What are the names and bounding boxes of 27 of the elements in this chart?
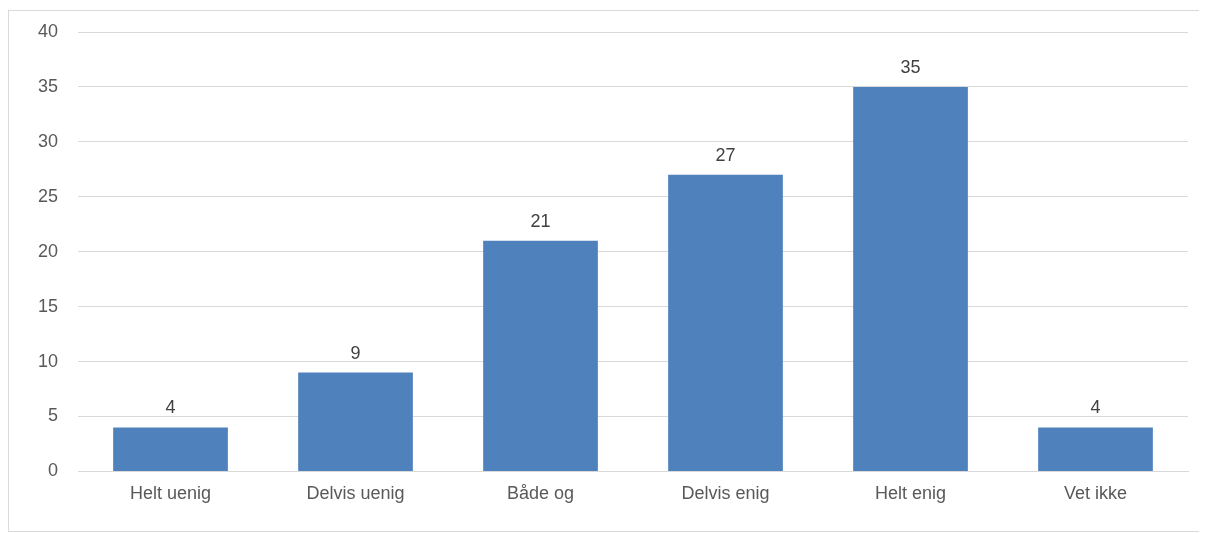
data-label: 9: [350, 342, 361, 363]
data-label: 35: [900, 56, 921, 77]
bar: [853, 86, 968, 471]
x-tick-label: Helt enig: [874, 483, 947, 504]
y-tick-label: 40: [37, 20, 59, 41]
y-tick-label: 0: [48, 460, 59, 481]
y-tick-label: 10: [37, 350, 59, 371]
y-tick-label: 20: [37, 240, 59, 261]
y-tick-label: 35: [37, 75, 59, 96]
data-label: 21: [530, 210, 551, 231]
data-label: 4: [165, 397, 176, 418]
x-tick-label: Både og: [506, 483, 575, 504]
x-tick-label: Delvis uenig: [306, 483, 405, 504]
data-label: 27: [715, 144, 736, 165]
x-tick-label: Delvis enig: [681, 483, 770, 504]
y-tick-label: 15: [37, 295, 59, 316]
bar: [1038, 427, 1153, 471]
x-tick-label: Helt uenig: [129, 483, 212, 504]
y-tick-label: 5: [48, 405, 59, 426]
bar: [298, 372, 413, 471]
bar: [113, 427, 228, 471]
data-label: 4: [1090, 397, 1101, 418]
bar: [483, 240, 598, 471]
x-tick-label: Vet ikke: [1063, 483, 1128, 504]
y-tick-label: 25: [37, 185, 59, 206]
y-tick-label: 30: [37, 130, 59, 151]
bar: [668, 174, 783, 471]
